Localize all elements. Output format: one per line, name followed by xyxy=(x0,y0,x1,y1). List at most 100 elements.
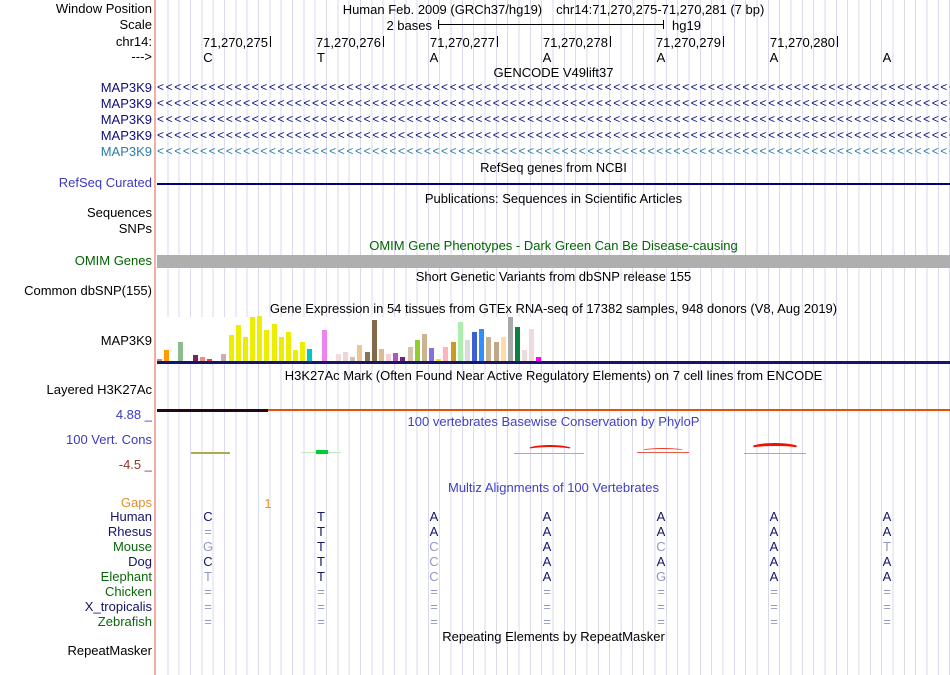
gene-label-map3k9-4[interactable]: MAP3K9 xyxy=(100,128,152,143)
align-base-human: A xyxy=(429,509,439,524)
align-row-label-x-tropicalis[interactable]: X_tropicalis xyxy=(84,599,152,614)
gtex-tissue-bar[interactable] xyxy=(336,354,341,362)
gtex-tissue-bar[interactable] xyxy=(357,345,363,362)
gtex-tissue-bar[interactable] xyxy=(192,355,198,362)
title-h3k27ac[interactable]: H3K27Ac Mark (Often Found Near Active Re… xyxy=(284,368,823,383)
title-multiz[interactable]: Multiz Alignments of 100 Vertebrates xyxy=(447,480,659,495)
gtex-tissue-bar[interactable] xyxy=(443,347,449,362)
title-refseq[interactable]: RefSeq genes from NCBI xyxy=(480,160,627,175)
gtex-tissue-bar[interactable] xyxy=(371,320,377,362)
gene-label-map3k9-5[interactable]: MAP3K9 xyxy=(100,144,152,159)
gtex-tissue-bar[interactable] xyxy=(393,353,399,362)
gtex-tissue-bar[interactable] xyxy=(386,354,392,362)
gtex-tissue-bar[interactable] xyxy=(479,329,485,362)
gtex-tissue-bar[interactable] xyxy=(321,330,327,362)
gtex-tissue-bar[interactable] xyxy=(293,350,299,362)
track-label-refseq-curated[interactable]: RefSeq Curated xyxy=(58,175,152,190)
title-dbsnp[interactable]: Short Genetic Variants from dbSNP releas… xyxy=(415,269,692,284)
title-gtex[interactable]: Gene Expression in 54 tissues from GTEx … xyxy=(269,301,838,316)
gtex-tissue-bar[interactable] xyxy=(472,332,478,362)
gtex-tissue-bar[interactable] xyxy=(493,342,499,362)
align-row-label-elephant[interactable]: Elephant xyxy=(100,569,152,584)
gtex-tissue-bar[interactable] xyxy=(228,335,234,362)
gtex-tissue-bar[interactable] xyxy=(500,337,506,362)
gtex-tissue-bar[interactable] xyxy=(536,357,542,362)
title-repeatmasker[interactable]: Repeating Elements by RepeatMasker xyxy=(442,629,665,644)
title-omim[interactable]: OMIM Gene Phenotypes - Dark Green Can Be… xyxy=(369,238,738,253)
track-label-repeatmasker[interactable]: RepeatMasker xyxy=(67,643,152,658)
gtex-tissue-bar[interactable] xyxy=(300,342,306,362)
gtex-tissue-bar[interactable] xyxy=(350,357,356,362)
gtex-tissue-bar[interactable] xyxy=(436,359,442,362)
gene-label-map3k9-3[interactable]: MAP3K9 xyxy=(100,112,152,127)
gtex-tissue-bar[interactable] xyxy=(242,337,248,362)
track-label-gtex-map3k9[interactable]: MAP3K9 xyxy=(100,333,152,348)
align-row-label-dog[interactable]: Dog xyxy=(128,554,152,569)
gtex-tissue-bar[interactable] xyxy=(429,348,435,362)
gtex-tissue-bar[interactable] xyxy=(522,350,528,362)
gtex-tissue-bar[interactable] xyxy=(178,342,184,362)
gtex-tissue-bar[interactable] xyxy=(529,329,535,362)
gtex-tissue-bar[interactable] xyxy=(450,342,456,362)
align-row-label-gaps[interactable]: Gaps xyxy=(120,495,152,510)
gene-transcript-row-2[interactable]: <<<<<<<<<<<<<<<<<<<<<<<<<<<<<<<<<<<<<<<<… xyxy=(157,96,950,110)
track-label-common-dbsnp[interactable]: Common dbSNP(155) xyxy=(24,283,152,298)
gtex-tissue-bar[interactable] xyxy=(400,357,406,362)
gene-transcript-row-5[interactable]: <<<<<<<<<<<<<<<<<<<<<<<<<<<<<<<<<<<<<<<<… xyxy=(157,144,950,158)
gene-transcript-row-4[interactable]: <<<<<<<<<<<<<<<<<<<<<<<<<<<<<<<<<<<<<<<<… xyxy=(157,128,950,142)
gtex-tissue-bar[interactable] xyxy=(199,357,205,362)
track-label-snps[interactable]: SNPs xyxy=(118,221,152,236)
gtex-baseline xyxy=(157,361,950,364)
align-base-elephant: T xyxy=(204,569,212,584)
gtex-tissue-bar[interactable] xyxy=(507,317,513,362)
gtex-tissue-bar[interactable] xyxy=(364,352,370,362)
gtex-tissue-bar[interactable] xyxy=(285,332,291,362)
align-base-zebrafish: = xyxy=(317,614,325,629)
track-label-100-vert-cons[interactable]: 100 Vert. Cons xyxy=(66,432,152,447)
title-phylop[interactable]: 100 vertebrates Basewise Conservation by… xyxy=(407,414,700,429)
gene-transcript-row-3[interactable]: <<<<<<<<<<<<<<<<<<<<<<<<<<<<<<<<<<<<<<<<… xyxy=(157,112,950,126)
track-label-omim-genes[interactable]: OMIM Genes xyxy=(74,253,152,268)
gtex-tissue-bar[interactable] xyxy=(271,324,277,362)
h3k27ac-signal-segment[interactable] xyxy=(157,409,268,412)
gtex-tissue-bar[interactable] xyxy=(515,327,520,362)
align-row-label-mouse[interactable]: Mouse xyxy=(112,539,152,554)
gtex-tissue-bar[interactable] xyxy=(235,325,241,362)
phylop-signal-line xyxy=(744,453,806,454)
gtex-tissue-bar[interactable] xyxy=(307,349,313,362)
phylop-peak-block xyxy=(316,450,328,454)
strand-direction-label: ---> xyxy=(131,49,152,64)
gtex-tissue-bar[interactable] xyxy=(343,352,349,362)
align-base-x_tropicalis: = xyxy=(543,599,551,614)
align-row-label-zebrafish[interactable]: Zebrafish xyxy=(97,614,152,629)
align-row-label-rhesus[interactable]: Rhesus xyxy=(107,524,152,539)
gtex-tissue-bar[interactable] xyxy=(157,359,162,362)
track-label-layered-h3k27ac[interactable]: Layered H3K27Ac xyxy=(46,382,152,397)
gene-transcript-row-1[interactable]: <<<<<<<<<<<<<<<<<<<<<<<<<<<<<<<<<<<<<<<<… xyxy=(157,80,950,94)
gtex-tissue-bar[interactable] xyxy=(407,347,413,362)
gene-label-map3k9-1[interactable]: MAP3K9 xyxy=(100,80,152,95)
gtex-tissue-bar[interactable] xyxy=(250,317,256,362)
gtex-tissue-bar[interactable] xyxy=(414,340,420,362)
gtex-tissue-bar[interactable] xyxy=(207,359,213,362)
gtex-tissue-bar[interactable] xyxy=(486,337,492,362)
gtex-tissue-bar[interactable] xyxy=(278,337,284,362)
refseq-gene-line[interactable] xyxy=(157,183,950,185)
align-row-label-human[interactable]: Human xyxy=(110,509,152,524)
title-publications[interactable]: Publications: Sequences in Scientific Ar… xyxy=(424,191,683,206)
gtex-tissue-bar[interactable] xyxy=(421,334,427,362)
align-row-label-chicken[interactable]: Chicken xyxy=(105,584,152,599)
gtex-tissue-bar[interactable] xyxy=(257,316,263,362)
gtex-tissue-bar[interactable] xyxy=(221,354,227,362)
coordinate-tick xyxy=(497,36,498,47)
track-label-sequences[interactable]: Sequences xyxy=(86,205,152,220)
gene-label-map3k9-2[interactable]: MAP3K9 xyxy=(100,96,152,111)
gtex-tissue-bar[interactable] xyxy=(264,330,270,362)
gtex-tissue-bar[interactable] xyxy=(464,340,470,362)
gtex-tissue-bar[interactable] xyxy=(457,322,463,362)
gtex-tissue-bar[interactable] xyxy=(164,350,170,362)
gtex-tissue-bar[interactable] xyxy=(378,349,384,362)
omim-gene-bar[interactable] xyxy=(157,255,950,268)
h3k27ac-signal-segment[interactable] xyxy=(268,409,950,411)
title-gencode[interactable]: GENCODE V49lift37 xyxy=(493,65,614,80)
